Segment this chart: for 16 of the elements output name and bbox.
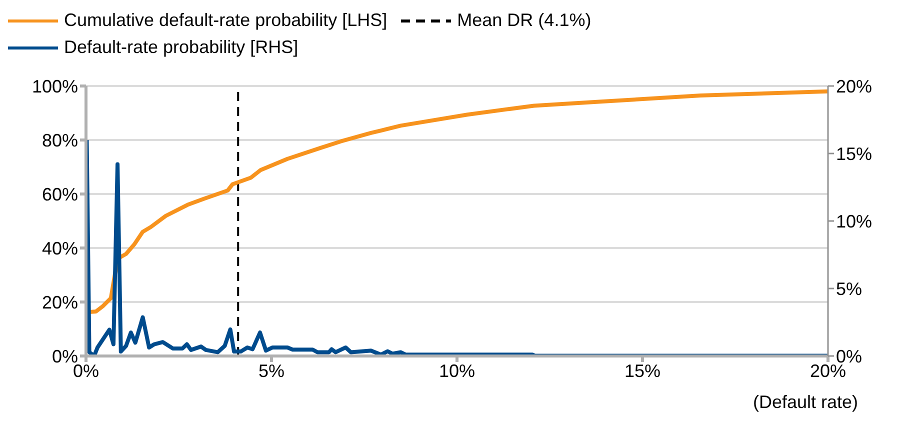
y-tick-label: 60% — [42, 184, 78, 204]
y2-tick-label: 15% — [836, 144, 872, 164]
x-axis-title: (Default rate) — [752, 392, 858, 412]
y-tick-label: 100% — [32, 76, 78, 96]
x-tick-label: 5% — [258, 360, 285, 381]
legend-label: Cumulative default-rate probability [LHS] — [64, 10, 388, 31]
x-tick-label: 10% — [438, 360, 476, 381]
y-tick-label: 40% — [42, 238, 78, 258]
y2-tick-label: 10% — [836, 211, 872, 232]
y2-tick-label: 5% — [836, 278, 862, 299]
legend-label: Default-rate probability [RHS] — [64, 37, 298, 58]
y-tick-label: 80% — [42, 130, 78, 150]
legend-label: Mean DR (4.1%) — [457, 10, 592, 31]
y2-tick-label: 20% — [836, 76, 872, 96]
y-tick-label: 20% — [42, 292, 78, 312]
x-tick-label: 15% — [624, 360, 661, 381]
